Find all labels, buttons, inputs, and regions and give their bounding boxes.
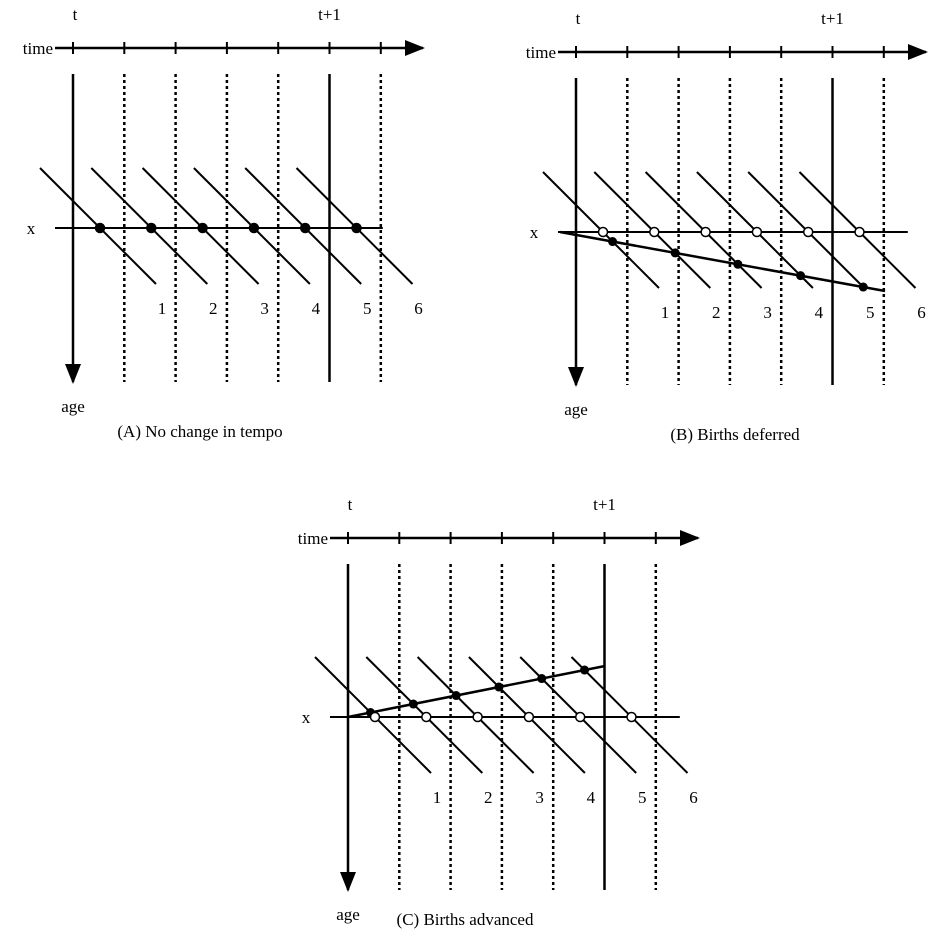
cohort-label: 2 bbox=[484, 788, 493, 807]
open-dot bbox=[802, 226, 814, 238]
open-dot bbox=[472, 711, 483, 723]
filled-dot bbox=[94, 222, 106, 234]
shift-line bbox=[347, 664, 606, 719]
open-dot bbox=[597, 226, 609, 238]
cohort-label: 2 bbox=[712, 303, 721, 322]
cohort-label: 5 bbox=[866, 303, 875, 322]
x-label: x bbox=[530, 223, 539, 242]
cohort-label: 1 bbox=[158, 299, 167, 318]
x-label: x bbox=[27, 219, 36, 238]
cohort-label: 6 bbox=[917, 303, 926, 322]
t1-label: t+1 bbox=[821, 9, 844, 28]
filled-dot bbox=[580, 665, 590, 675]
time-label: time bbox=[23, 39, 53, 58]
t-label: t bbox=[348, 495, 353, 514]
filled-dot bbox=[197, 222, 208, 234]
age-label: age bbox=[61, 397, 85, 416]
cohort-label: 4 bbox=[312, 299, 321, 318]
t1-label: t+1 bbox=[318, 5, 341, 24]
cohort-label: 1 bbox=[433, 788, 442, 807]
caption: (B) Births deferred bbox=[670, 425, 800, 444]
filled-dot bbox=[248, 222, 260, 234]
filled-dot bbox=[408, 699, 418, 709]
filled-dot bbox=[146, 222, 157, 234]
open-dot bbox=[751, 226, 763, 238]
open-dot bbox=[700, 226, 711, 238]
filled-dot bbox=[608, 237, 618, 247]
panel: time t t+1 age (A) No change in tempo x 1 2 3 4 5 6 bbox=[23, 5, 425, 441]
cohort-label: 3 bbox=[763, 303, 772, 322]
open-dot bbox=[523, 711, 535, 723]
age-label: age bbox=[564, 400, 588, 419]
time-label: time bbox=[526, 43, 556, 62]
cohort-label: 2 bbox=[209, 299, 218, 318]
filled-dot bbox=[670, 248, 680, 258]
open-dot bbox=[574, 711, 586, 723]
cohort-label: 1 bbox=[661, 303, 670, 322]
age-label: age bbox=[336, 905, 360, 924]
open-dot bbox=[421, 711, 432, 723]
filled-dot bbox=[796, 271, 806, 281]
caption: (C) Births advanced bbox=[397, 910, 534, 929]
caption: (A) No change in tempo bbox=[117, 422, 282, 441]
cohort-label: 5 bbox=[638, 788, 647, 807]
time-label: time bbox=[298, 529, 328, 548]
cohort-label: 3 bbox=[260, 299, 269, 318]
t1-label: t+1 bbox=[593, 495, 616, 514]
open-dot bbox=[626, 711, 637, 723]
filled-dot bbox=[351, 222, 362, 234]
t-label: t bbox=[576, 9, 581, 28]
open-dot bbox=[649, 226, 660, 238]
open-dot bbox=[369, 711, 381, 723]
panel: time t t+1 age (C) Births advanced x 1 2 3 4 5 6 bbox=[298, 495, 700, 929]
filled-dot bbox=[451, 691, 461, 701]
x-label: x bbox=[302, 708, 311, 727]
filled-dot bbox=[494, 682, 504, 692]
cohort-label: 4 bbox=[587, 788, 596, 807]
panel: time t t+1 age (B) Births deferred x 1 2 3 4 5 6 bbox=[526, 9, 928, 444]
cohort-label: 5 bbox=[363, 299, 372, 318]
cohort-label: 4 bbox=[815, 303, 824, 322]
cohort-label: 6 bbox=[689, 788, 698, 807]
t-label: t bbox=[73, 5, 78, 24]
filled-dot bbox=[733, 259, 743, 269]
filled-dot bbox=[299, 222, 311, 234]
cohort-label: 6 bbox=[414, 299, 423, 318]
filled-dot bbox=[858, 282, 868, 292]
open-dot bbox=[854, 226, 865, 238]
filled-dot bbox=[537, 674, 547, 684]
cohort-label: 3 bbox=[535, 788, 544, 807]
